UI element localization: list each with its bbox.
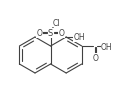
Text: OH: OH [101, 42, 113, 51]
Text: S: S [48, 29, 53, 38]
Text: OH: OH [73, 33, 85, 42]
Text: O: O [59, 29, 64, 38]
Text: Cl: Cl [53, 18, 60, 27]
Text: O: O [92, 54, 98, 63]
Text: O: O [37, 29, 42, 38]
